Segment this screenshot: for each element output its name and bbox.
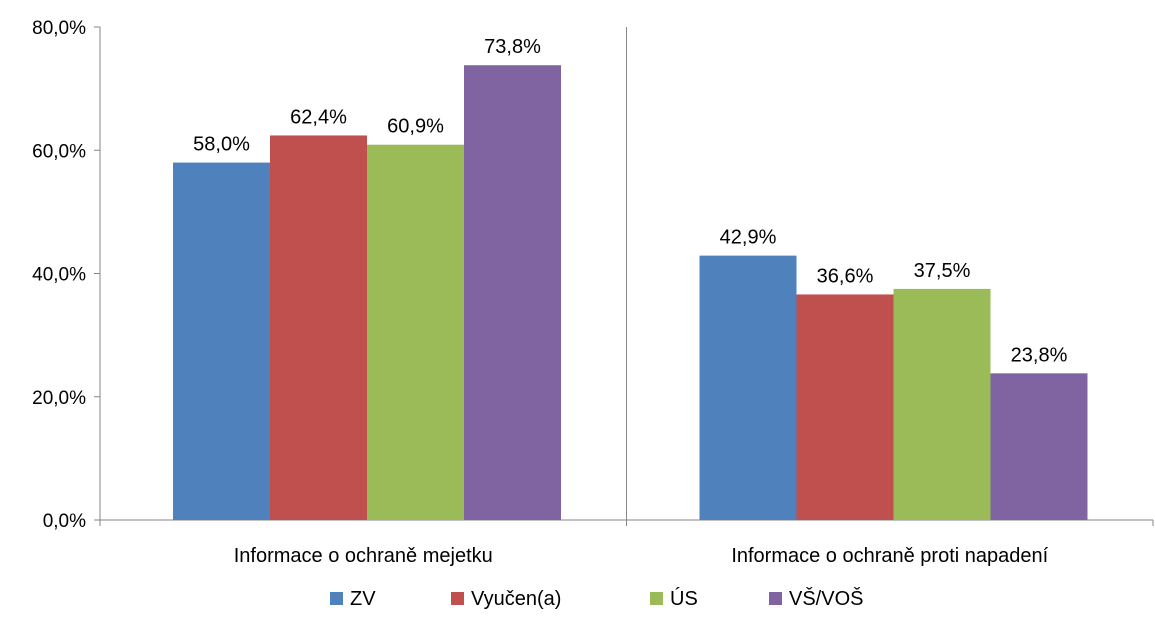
data-label: 62,4% [290,106,347,128]
legend-label: VŠ/VOŠ [789,587,863,610]
legend-label: ÚS [670,587,698,610]
data-label: 42,9% [720,227,777,249]
y-tick-label: 40,0% [32,265,86,286]
data-label: 73,8% [484,36,541,58]
y-tick-label: 20,0% [32,388,86,409]
bar [699,255,797,520]
y-tick-label: 60,0% [32,141,86,162]
legend-swatch [330,592,343,605]
bar [990,373,1088,520]
bar [367,144,464,521]
legend-swatch [650,592,663,605]
x-category-label: Informace o ochraně mejetku [234,545,493,567]
bar [464,65,561,521]
data-label: 60,9% [387,116,444,138]
data-label: 23,8% [1011,344,1068,366]
data-label: 58,0% [193,134,250,156]
legend-label: ZV [350,588,376,610]
bar [893,288,991,520]
bar [796,294,894,520]
legend-swatch [451,592,464,605]
bar [173,162,270,520]
x-category-label: Informace o ochraně proti napadení [731,545,1048,567]
y-tick-label: 0,0% [43,511,86,532]
bar [270,135,367,520]
data-label: 36,6% [817,265,874,287]
y-tick-label: 80,0% [32,18,86,39]
legend-label: Vyučen(a) [471,588,561,610]
legend-swatch [769,592,782,605]
data-label: 37,5% [914,260,971,282]
